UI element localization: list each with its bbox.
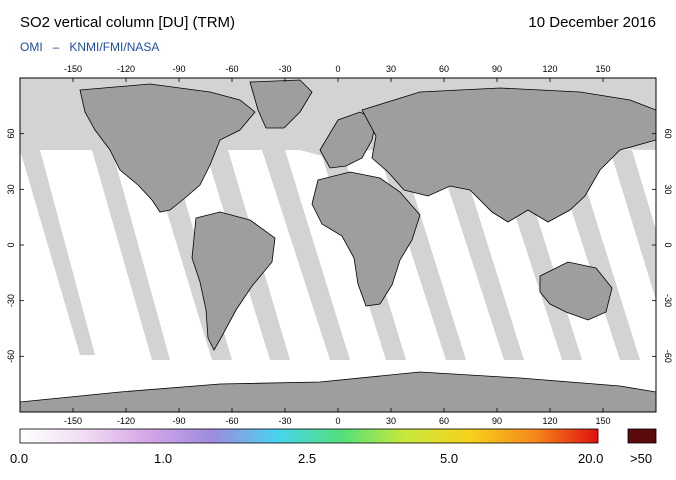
colorbar-label-4: 20.0	[578, 451, 604, 466]
lat-ticks-left: 60 30 0 -30 -60	[6, 129, 24, 363]
map-title: SO2 vertical column [DU] (TRM)	[20, 14, 236, 31]
lon-tick-label-bottom: -60	[225, 416, 238, 426]
lon-tick-label-bottom: 120	[542, 416, 557, 426]
asia	[361, 87, 656, 223]
lat-tick-label-right: 60	[663, 129, 673, 139]
north-america	[79, 83, 256, 213]
lon-tick-label-bottom: 0	[335, 416, 340, 426]
colorbar-label-2: 2.5	[298, 451, 317, 466]
lon-tick-label-bottom: 30	[386, 416, 396, 426]
antarctica	[20, 371, 656, 412]
greenland	[249, 79, 313, 129]
lon-tick-label-bottom: 60	[439, 416, 449, 426]
lon-ticks-top: -150 -120 -90 -60 -30 0 30 60 90 120 150	[64, 64, 611, 82]
south-america	[191, 211, 276, 351]
lon-tick-label-top: 30	[386, 64, 396, 74]
colorbar-label-0: 0.0	[10, 451, 29, 466]
lon-tick-label-top: -90	[172, 64, 185, 74]
australia	[539, 261, 613, 321]
lat-tick-label-left: -30	[6, 294, 16, 307]
lat-tick-label-right: -60	[663, 350, 673, 363]
orbit-gap-stripe	[262, 150, 350, 360]
colorbar-overflow-label: >50	[630, 451, 653, 466]
lon-tick-label-top: -120	[117, 64, 135, 74]
orbit-gap-stripe	[20, 150, 95, 355]
colorbar	[19, 428, 599, 444]
lon-tick-label-top: 60	[439, 64, 449, 74]
lat-ticks-right: 60 30 0 -30 -60	[652, 129, 673, 363]
credit-separator: –	[52, 40, 60, 54]
europe	[319, 111, 377, 169]
lon-tick-label-bottom: 90	[492, 416, 502, 426]
colorbar-label-3: 5.0	[440, 451, 459, 466]
orbit-gap-stripe	[610, 150, 656, 300]
lon-tick-label-bottom: 150	[595, 416, 610, 426]
lat-tick-label-right: -30	[663, 294, 673, 307]
credit-line: OMI – KNMI/FMI/NASA	[20, 40, 159, 54]
lon-tick-label-top: 150	[595, 64, 610, 74]
lat-tick-label-left: -60	[6, 350, 16, 363]
orbit-gap-stripe	[436, 150, 524, 360]
lat-tick-label-left: 60	[6, 129, 16, 139]
lon-tick-label-bottom: -120	[117, 416, 135, 426]
lat-tick-label-right: 30	[663, 184, 673, 194]
lon-tick-label-top: -60	[225, 64, 238, 74]
lon-tick-label-bottom: -90	[172, 416, 185, 426]
lon-tick-label-top: -150	[64, 64, 82, 74]
lon-tick-label-bottom: -150	[64, 416, 82, 426]
lon-tick-label-top: 0	[335, 64, 340, 74]
lon-tick-label-top: -30	[278, 64, 291, 74]
colorbar-label-1: 1.0	[154, 451, 173, 466]
lon-tick-label-top: 90	[492, 64, 502, 74]
lat-tick-label-left: 30	[6, 184, 16, 194]
map-date: 10 December 2016	[528, 14, 656, 31]
africa	[311, 171, 421, 307]
lon-tick-label-bottom: -30	[278, 416, 291, 426]
landmasses	[20, 79, 656, 412]
lat-tick-label-right: 0	[663, 242, 673, 247]
credit-instrument: OMI	[20, 40, 43, 54]
lon-ticks-bottom: -150 -120 -90 -60 -30 0 30 60 90 120 150	[64, 408, 611, 426]
lat-tick-label-left: 0	[6, 242, 16, 247]
orbit-gap-stripe	[92, 150, 170, 360]
lon-tick-label-top: 120	[542, 64, 557, 74]
credit-agencies: KNMI/FMI/NASA	[69, 40, 160, 54]
map-content	[20, 78, 656, 412]
colorbar-overflow-swatch	[627, 428, 657, 444]
